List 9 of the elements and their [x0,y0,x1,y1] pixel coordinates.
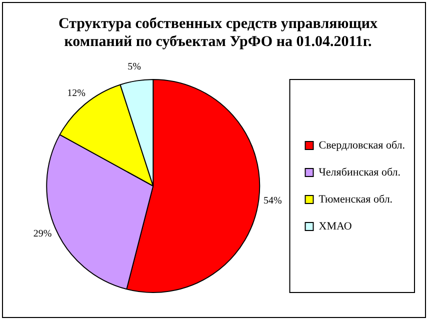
data-label: 29% [33,228,52,240]
data-label: 54% [264,196,282,207]
legend-label: Тюменская обл. [318,193,393,206]
legend-label: Свердловская обл. [318,139,406,152]
chart-title: Структура собственных средств управляющих компаний по субъектам УрФО на 01.04.2011г. [57,15,379,51]
data-label: 5% [128,62,141,73]
legend-label: ХМАО [318,220,352,232]
data-label: 12% [67,88,86,99]
legend-label: Челябинская обл. [318,166,401,178]
